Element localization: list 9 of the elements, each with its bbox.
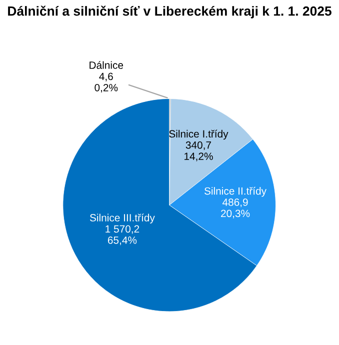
slice-label: Silnice I.třídy [169, 130, 228, 140]
slice-label: Silnice III.třídy [90, 214, 155, 224]
data-label: 340,7 14,2% [184, 141, 213, 162]
data-label: 1 570,2 65,4% [106, 225, 140, 246]
data-label: 4,6 0,2% [94, 72, 118, 93]
chart-title: Dálniční a silniční síť v Libereckém kraji k 1. 1. 2025 [8, 6, 332, 18]
slice-label: Silnice II.třídy [204, 186, 267, 197]
slice-label: Dálnice [90, 61, 124, 69]
data-label: 486,9 20,3% [221, 198, 250, 218]
